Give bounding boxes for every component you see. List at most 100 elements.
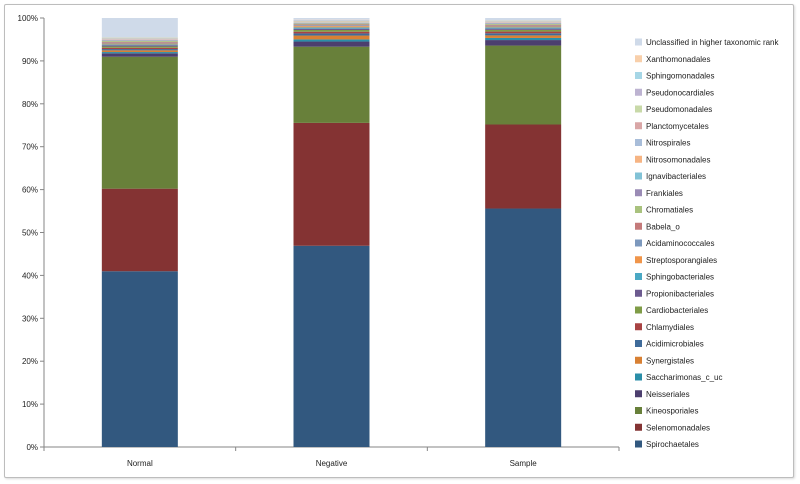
legend-label: Xanthomonadales bbox=[646, 55, 711, 64]
legend-label: Neisseriales bbox=[646, 390, 690, 399]
legend-label: Saccharimonas_c_uc bbox=[646, 373, 722, 382]
y-tick-label: 50% bbox=[22, 229, 38, 238]
legend-label: Unclassified in higher taxonomic rank bbox=[646, 38, 780, 47]
bar-segment-streptosporangiales-negative bbox=[294, 26, 370, 27]
bar-segment-babela-o-normal bbox=[102, 42, 178, 43]
bar-segment-chromatiales-normal bbox=[102, 41, 178, 42]
legend-swatch bbox=[635, 357, 642, 364]
bar-segment-chlamydiales-negative bbox=[294, 32, 370, 34]
bar-segment-babela-o-sample bbox=[485, 25, 561, 26]
bar-segment-spirochaetales-sample bbox=[485, 209, 561, 447]
bar-segment-kineosporiales-sample bbox=[485, 46, 561, 125]
legend-swatch bbox=[635, 122, 642, 129]
bar-segment-saccharimonas-c-uc-normal bbox=[102, 52, 178, 53]
legend-swatch bbox=[635, 89, 642, 96]
legend-swatch bbox=[635, 424, 642, 431]
legend-swatch bbox=[635, 441, 642, 448]
y-tick-label: 80% bbox=[22, 100, 38, 109]
bar-segment-spirochaetales-negative bbox=[294, 246, 370, 447]
bar-segment-selenomonadales-normal bbox=[102, 189, 178, 272]
legend-label: Sphingobacteriales bbox=[646, 273, 714, 282]
legend-swatch bbox=[635, 240, 642, 247]
legend-swatch bbox=[635, 106, 642, 113]
y-tick-label: 20% bbox=[22, 357, 38, 366]
legend-swatch bbox=[635, 340, 642, 347]
bar-segment-acidaminococcales-sample bbox=[485, 26, 561, 27]
legend-swatch bbox=[635, 407, 642, 414]
bar-segment-kineosporiales-normal bbox=[102, 57, 178, 189]
legend-swatch bbox=[635, 290, 642, 297]
bar-segment-chromatiales-negative bbox=[294, 24, 370, 25]
x-category-label: Sample bbox=[510, 459, 538, 468]
bar-segment-saccharimonas-c-uc-negative bbox=[294, 39, 370, 41]
bar-segment-streptosporangiales-sample bbox=[485, 26, 561, 27]
legend-label: Frankiales bbox=[646, 189, 683, 198]
y-tick-label: 70% bbox=[22, 143, 38, 152]
bar-segment-acidaminococcales-negative bbox=[294, 25, 370, 26]
bar-segment-acidaminococcales-normal bbox=[102, 43, 178, 44]
bar-segment-unclassified-in-higher-taxonomic-rank-sample bbox=[485, 18, 561, 20]
y-tick-label: 60% bbox=[22, 186, 38, 195]
y-tick-label: 10% bbox=[22, 400, 38, 409]
bar-segment-sphingobacteriales-normal bbox=[102, 44, 178, 45]
bar-segment-neisseriales-negative bbox=[294, 42, 370, 47]
bar-segment-synergistales-negative bbox=[294, 36, 370, 40]
bar-segment-selenomonadales-negative bbox=[294, 123, 370, 246]
bar-segment-saccharimonas-c-uc-sample bbox=[485, 38, 561, 40]
legend-swatch bbox=[635, 72, 642, 79]
x-category-label: Normal bbox=[127, 459, 153, 468]
legend-swatch bbox=[635, 173, 642, 180]
bar-segment-neisseriales-normal bbox=[102, 53, 178, 56]
legend-label: Kineosporiales bbox=[646, 407, 698, 416]
bar-segment-propionibacteriales-normal bbox=[102, 45, 178, 46]
legend-label: Planctomycetales bbox=[646, 122, 709, 131]
bar-segment-spirochaetales-normal bbox=[102, 271, 178, 447]
legend-label: Sphingomonadales bbox=[646, 72, 715, 81]
legend-swatch bbox=[635, 139, 642, 146]
legend-swatch bbox=[635, 156, 642, 163]
legend-swatch bbox=[635, 273, 642, 280]
legend-label: Babela_o bbox=[646, 222, 680, 231]
bar-segment-synergistales-sample bbox=[485, 35, 561, 38]
y-tick-label: 0% bbox=[26, 443, 38, 452]
legend-label: Chlamydiales bbox=[646, 323, 694, 332]
bar-segment-chlamydiales-sample bbox=[485, 32, 561, 34]
bar-segment-propionibacteriales-negative bbox=[294, 29, 370, 30]
bar-segment-selenomonadales-sample bbox=[485, 125, 561, 209]
bar-segment-acidimicrobiales-sample bbox=[485, 33, 561, 35]
x-category-label: Negative bbox=[316, 459, 348, 468]
legend-swatch bbox=[635, 223, 642, 230]
legend-label: Acidaminococcales bbox=[646, 239, 714, 248]
legend-swatch bbox=[635, 374, 642, 381]
legend-label: Ignavibacteriales bbox=[646, 172, 706, 181]
legend-label: Streptosporangiales bbox=[646, 256, 717, 265]
legend-swatch bbox=[635, 323, 642, 330]
bar-segment-unclassified-in-higher-taxonomic-rank-normal bbox=[102, 18, 178, 37]
legend-label: Pseudomonadales bbox=[646, 105, 712, 114]
bar-segment-chlamydiales-normal bbox=[102, 48, 178, 49]
legend-swatch bbox=[635, 256, 642, 263]
bar-segment-neisseriales-sample bbox=[485, 40, 561, 46]
legend-label: Spirochaetales bbox=[646, 440, 699, 449]
legend-swatch bbox=[635, 390, 642, 397]
bar-segment-synergistales-normal bbox=[102, 50, 178, 52]
bar-segment-cardiobacteriales-sample bbox=[485, 30, 561, 32]
bar-segment-babela-o-negative bbox=[294, 24, 370, 25]
legend-label: Chromatiales bbox=[646, 206, 693, 215]
legend-swatch bbox=[635, 189, 642, 196]
bar-segment-streptosporangiales-normal bbox=[102, 44, 178, 45]
y-tick-label: 90% bbox=[22, 57, 38, 66]
bar-segment-sphingobacteriales-negative bbox=[294, 27, 370, 28]
legend-swatch bbox=[635, 55, 642, 62]
y-tick-label: 100% bbox=[18, 14, 38, 23]
legend-label: Acidimicrobiales bbox=[646, 340, 704, 349]
bar-segment-cardiobacteriales-negative bbox=[294, 30, 370, 32]
legend-label: Cardiobacteriales bbox=[646, 306, 708, 315]
y-tick-label: 30% bbox=[22, 314, 38, 323]
legend-swatch bbox=[635, 307, 642, 314]
legend-label: Propionibacteriales bbox=[646, 289, 714, 298]
legend-label: Synergistales bbox=[646, 356, 694, 365]
bars bbox=[102, 18, 561, 447]
